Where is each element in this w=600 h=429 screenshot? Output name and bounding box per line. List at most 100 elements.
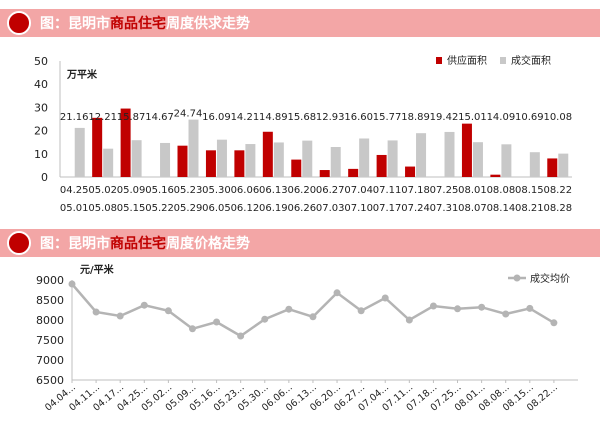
supply-bar xyxy=(461,123,472,177)
deal-data-label: 15.77 xyxy=(373,112,402,123)
deal-bar xyxy=(103,148,114,177)
x-tick-label-end: 07.17 xyxy=(373,203,402,214)
y-tick-label: 6500 xyxy=(36,374,64,387)
x-tick-label-end: 05.08 xyxy=(88,203,117,214)
y-tick-label: 7000 xyxy=(36,354,64,367)
legend-swatch-supply xyxy=(436,57,442,64)
deal-data-label: 14.21 xyxy=(231,112,260,123)
price-point xyxy=(116,312,124,320)
price-point xyxy=(309,313,317,321)
deal-bar xyxy=(216,139,227,177)
x-tick-label-end: 05.22 xyxy=(145,203,174,214)
deal-data-label: 14.09 xyxy=(487,112,516,123)
chart-title-supply-demand: 图：昆明市商品住宅周度供求走势 xyxy=(40,13,250,33)
legend-marker-price xyxy=(513,274,521,282)
x-tick-label-end: 07.31 xyxy=(430,203,459,214)
title-prefix: 图： xyxy=(40,16,68,32)
x-tick-label-end: 06.26 xyxy=(287,203,316,214)
legend-label-supply: 供应面积 xyxy=(447,54,487,67)
y-tick-label: 8500 xyxy=(36,294,64,307)
deal-bar xyxy=(245,144,256,177)
x-tick-label-start: 07.04 xyxy=(344,185,373,196)
y-tick-label: 20 xyxy=(34,125,48,138)
legend-label-price: 成交均价 xyxy=(530,272,570,285)
price-point xyxy=(213,318,221,326)
deal-data-label: 15.68 xyxy=(287,112,316,123)
x-tick-label-start: 05.16 xyxy=(145,185,174,196)
x-tick-label-end: 05.15 xyxy=(117,203,146,214)
price-point xyxy=(237,332,245,340)
supply-bar xyxy=(205,150,216,177)
price-point xyxy=(164,307,172,315)
supply-bar xyxy=(348,168,359,177)
header-badge-icon xyxy=(7,231,31,255)
price-point xyxy=(429,302,437,310)
price-point xyxy=(381,294,389,302)
deal-data-label: 24.74 xyxy=(174,109,203,120)
deal-data-label: 10.08 xyxy=(543,112,572,123)
x-tick-label-start: 05.23 xyxy=(174,185,203,196)
x-tick-label-start: 05.02 xyxy=(88,185,117,196)
supply-bar xyxy=(177,145,188,177)
price-point xyxy=(478,303,486,311)
deal-data-label: 16.09 xyxy=(202,112,231,123)
price-point xyxy=(502,310,510,318)
deal-bar xyxy=(330,147,341,177)
deal-data-label: 12.93 xyxy=(316,112,345,123)
deal-data-label: 10.69 xyxy=(515,112,544,123)
y-tick-label: 50 xyxy=(34,55,48,68)
deal-bar xyxy=(529,152,540,177)
price-point xyxy=(92,308,100,316)
supply-bar xyxy=(319,170,330,177)
title-highlight: 商品住宅 xyxy=(110,16,166,32)
title-highlight: 商品住宅 xyxy=(110,236,166,252)
x-tick-label-start: 06.06 xyxy=(231,185,260,196)
price-point xyxy=(68,280,76,288)
deal-bar xyxy=(416,133,427,177)
title-city: 昆明市 xyxy=(68,236,110,252)
title-subject: 周度供求走势 xyxy=(166,16,250,32)
x-tick-label-end: 05.01 xyxy=(60,203,89,214)
deal-bar xyxy=(302,140,313,177)
deal-data-label: 16.60 xyxy=(344,112,373,123)
y-tick-label: 9000 xyxy=(36,274,64,287)
x-tick-label-start: 06.20 xyxy=(287,185,316,196)
x-tick-label-start: 06.27 xyxy=(316,185,345,196)
x-tick-label-end: 06.19 xyxy=(259,203,288,214)
deal-bar xyxy=(160,142,171,177)
price-point xyxy=(454,305,462,313)
deal-data-label: 14.67 xyxy=(145,112,174,123)
x-tick-label-end: 08.14 xyxy=(487,203,516,214)
x-tick-label-start: 07.11 xyxy=(373,185,402,196)
deal-data-label: 21.16 xyxy=(60,112,89,123)
x-tick-label-start: 07.25 xyxy=(430,185,459,196)
deal-bar xyxy=(188,119,199,177)
price-point xyxy=(140,301,148,309)
title-city: 昆明市 xyxy=(68,16,110,32)
deal-data-label: 12.21 xyxy=(88,112,117,123)
x-tick-label-end: 07.10 xyxy=(344,203,373,214)
x-tick-label-end: 08.21 xyxy=(515,203,544,214)
supply-bar xyxy=(92,117,103,177)
deal-bar xyxy=(273,142,284,177)
deal-bar xyxy=(131,140,142,177)
x-tick-label-start: 06.13 xyxy=(259,185,288,196)
supply-bar xyxy=(291,159,302,177)
x-tick-label-end: 06.05 xyxy=(202,203,231,214)
deal-bar xyxy=(444,131,455,177)
header-band-price: 图：昆明市商品住宅周度价格走势 xyxy=(0,229,600,257)
price-point xyxy=(550,319,558,327)
supply-bar xyxy=(547,158,558,177)
deal-bar xyxy=(74,127,85,177)
x-tick-label-end: 08.28 xyxy=(543,203,572,214)
supply-bar xyxy=(120,108,131,177)
price-point xyxy=(526,304,534,312)
deal-bar xyxy=(501,144,512,177)
price-point xyxy=(188,325,196,333)
y-tick-label: 40 xyxy=(34,78,48,91)
title-subject: 周度价格走势 xyxy=(166,236,250,252)
x-tick-label-start: 05.30 xyxy=(202,185,231,196)
supply-bar xyxy=(262,131,273,177)
supply-bar xyxy=(490,174,501,177)
x-tick-label-start: 07.18 xyxy=(401,185,430,196)
